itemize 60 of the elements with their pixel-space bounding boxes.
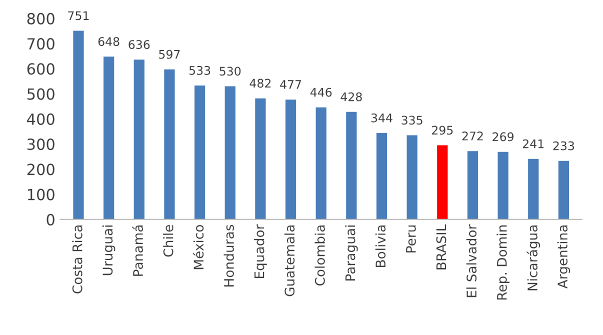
bar [316, 107, 326, 220]
bar [376, 132, 388, 220]
data-label: 272 [462, 132, 483, 140]
x-tick-label: Uruguai [102, 226, 116, 276]
data-label: 530 [220, 66, 241, 76]
bar [224, 86, 236, 220]
bar [437, 145, 448, 220]
bar [498, 152, 508, 220]
y-tick-label: 700 [28, 38, 54, 50]
x-tick-label: Rep. Domin [496, 225, 510, 300]
x-tick-label: El Salvador [466, 224, 477, 298]
data-label: 295 [432, 126, 453, 135]
x-tick-label: Peru [406, 225, 416, 252]
x-tick-label: Paraguai [345, 226, 358, 280]
data-label: 446 [310, 88, 332, 97]
data-label: 597 [159, 50, 180, 59]
x-tick-label: Chile [163, 224, 174, 257]
bar [285, 100, 296, 220]
x-tick-label: Honduras [224, 224, 234, 286]
y-tick-label: 800 [27, 12, 54, 24]
x-tick-label: México [192, 225, 204, 270]
bar [164, 69, 175, 220]
data-label: 751 [68, 11, 89, 20]
y-tick-label: 200 [27, 164, 54, 176]
y-tick-label: 400 [27, 113, 54, 125]
y-tick-label: 0 [46, 214, 54, 226]
bar [467, 151, 478, 220]
bar [194, 86, 206, 220]
data-label: 233 [553, 141, 574, 150]
data-label: 533 [189, 66, 210, 75]
data-label: 428 [340, 92, 362, 102]
data-label: 344 [371, 113, 392, 122]
x-tick-label: Equador [254, 224, 267, 278]
bar [528, 158, 539, 220]
bar [346, 112, 357, 220]
data-label: 335 [402, 116, 422, 125]
y-tick-label: 100 [28, 188, 54, 200]
x-tick-label: Colombia [314, 225, 325, 286]
x-tick-label: Bolivia [375, 225, 386, 268]
bar [134, 60, 144, 220]
bar [406, 135, 418, 220]
bar [558, 160, 570, 220]
data-label: 241 [522, 139, 544, 148]
x-tick-label: Guatemala [284, 225, 295, 296]
data-label: 477 [280, 80, 302, 89]
x-tick-label: Costa Rica [72, 225, 82, 294]
data-label: 482 [250, 78, 271, 88]
bar [73, 30, 84, 220]
x-tick-label: Panamá [132, 225, 143, 276]
data-label: 636 [128, 40, 150, 50]
x-tick-label: Nicarágua [526, 225, 540, 290]
data-label: 269 [492, 132, 514, 142]
y-tick-label: 500 [27, 88, 54, 100]
bar [104, 56, 114, 220]
y-tick-label: 600 [27, 63, 54, 75]
data-label: 648 [98, 37, 120, 46]
y-tick-label: 300 [27, 138, 54, 150]
bar [255, 98, 266, 220]
x-tick-label: BRASIL [436, 224, 446, 270]
x-tick-label: Argentina [557, 225, 570, 289]
